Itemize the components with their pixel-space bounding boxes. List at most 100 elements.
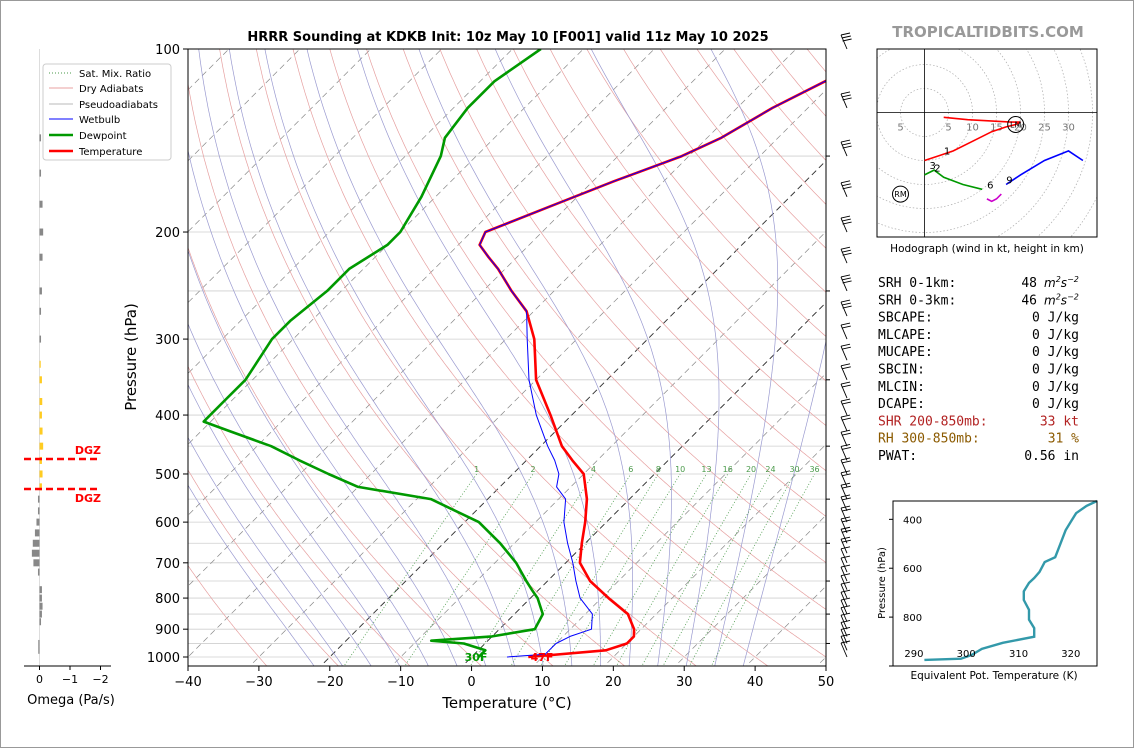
mixing-ratio-label: 1 bbox=[474, 465, 479, 474]
omega-bar bbox=[38, 569, 40, 576]
barb-flag bbox=[843, 306, 852, 308]
hodo-ring-label: 5 bbox=[945, 123, 951, 134]
barb-flag bbox=[842, 36, 851, 38]
param-value: 0 J/kg bbox=[1032, 345, 1079, 360]
barb-flag bbox=[841, 458, 850, 460]
param-value: 48 bbox=[1021, 276, 1037, 291]
barb-flag bbox=[842, 184, 851, 186]
ytick-label: 100 bbox=[155, 43, 180, 58]
param-value: 0 J/kg bbox=[1032, 328, 1079, 343]
ytick-label: 500 bbox=[155, 468, 180, 483]
barb-flag bbox=[841, 620, 850, 622]
isotherm-zero bbox=[459, 49, 1080, 670]
theta-e-frame bbox=[893, 501, 1097, 666]
legend-label-dry: Dry Adiabats bbox=[79, 84, 143, 95]
omega-bar bbox=[38, 496, 40, 503]
omega-bar bbox=[40, 376, 42, 383]
dry-adiabat bbox=[183, 49, 558, 670]
param-label: SBCIN: bbox=[878, 363, 925, 378]
omega-bar bbox=[40, 470, 43, 477]
omega-bar bbox=[35, 529, 40, 536]
barb-flag bbox=[843, 281, 852, 283]
profile-wetbulb bbox=[480, 49, 881, 657]
barb-flag bbox=[841, 556, 850, 558]
omega-bar bbox=[40, 611, 42, 618]
profile-dewpoint bbox=[204, 49, 543, 657]
barb-flag bbox=[841, 92, 850, 94]
omega-bar bbox=[40, 428, 43, 435]
pseudoadiabat bbox=[711, 49, 778, 670]
xtick-label: −30 bbox=[245, 675, 272, 690]
param-label: PWAT: bbox=[878, 449, 917, 464]
param-label: SRH 0-1km: bbox=[878, 276, 956, 291]
omega-bar bbox=[32, 550, 40, 557]
xtick-label: −20 bbox=[316, 675, 343, 690]
omega-bar bbox=[40, 229, 44, 236]
theta-e-xlabel: Equivalent Pot. Temperature (K) bbox=[910, 670, 1077, 682]
mixing-ratio-label: 36 bbox=[809, 465, 819, 474]
chart-title: HRRR Sounding at KDKB Init: 10z May 10 [… bbox=[247, 30, 768, 45]
param-label: SHR 200-850mb: bbox=[878, 414, 988, 429]
ytick-label: 1000 bbox=[147, 651, 180, 666]
legend-label-dewpoint: Dewpoint bbox=[79, 131, 127, 142]
mixing-ratio-label: 24 bbox=[765, 465, 775, 474]
barb-flag bbox=[841, 598, 850, 600]
barb-flag bbox=[841, 606, 850, 608]
dgz-label-top: DGZ bbox=[75, 444, 101, 457]
site-brand: TROPICALTIDBITS.COM bbox=[892, 23, 1084, 41]
mixing-ratio-label: 20 bbox=[746, 465, 756, 474]
omega-xtick-label: 0 bbox=[36, 673, 43, 686]
mixing-ratio-line bbox=[538, 474, 658, 670]
mixing-ratio-label: 8 bbox=[656, 465, 661, 474]
param-value: 0 J/kg bbox=[1032, 363, 1079, 378]
legend-label-pseudo: Pseudoadiabats bbox=[79, 100, 158, 111]
legend-label-mixratio: Sat. Mix. Ratio bbox=[79, 69, 151, 80]
param-label: SRH 0-3km: bbox=[878, 293, 956, 308]
barb-flag bbox=[842, 219, 851, 221]
mixing-ratio-label: 16 bbox=[723, 465, 733, 474]
barb-flag bbox=[841, 613, 850, 615]
omega-bar bbox=[40, 287, 42, 294]
barb-flag bbox=[843, 98, 852, 100]
barb-flag bbox=[843, 39, 852, 41]
barb-flag bbox=[841, 547, 850, 549]
barb-flag bbox=[842, 385, 851, 387]
xtick-label: 40 bbox=[747, 675, 764, 690]
mixing-ratio-label: 6 bbox=[628, 465, 633, 474]
param-label: MUCAPE: bbox=[878, 345, 933, 360]
mixing-ratio-line bbox=[687, 474, 794, 670]
barb-flag bbox=[842, 95, 851, 97]
pseudoadiabat bbox=[591, 49, 719, 670]
xtick-label: 50 bbox=[818, 675, 835, 690]
omega-xlabel: Omega (Pa/s) bbox=[27, 693, 115, 708]
param-value: 33 kt bbox=[1040, 414, 1079, 429]
ytick-label: 800 bbox=[155, 592, 180, 607]
param-label: MLCAPE: bbox=[878, 328, 933, 343]
barb-flag bbox=[842, 347, 851, 349]
hodo-ring-label: 30 bbox=[1062, 123, 1075, 134]
param-label: SBCAPE: bbox=[878, 311, 933, 326]
xtick-label: 0 bbox=[467, 675, 475, 690]
param-value: 0 J/kg bbox=[1032, 380, 1079, 395]
skewt-frame bbox=[188, 49, 826, 666]
theta-e-ytick-label: 800 bbox=[903, 613, 922, 624]
omega-bar bbox=[33, 540, 40, 547]
barb-flag bbox=[843, 253, 852, 255]
barb-flag bbox=[841, 399, 850, 401]
hodo-segment bbox=[925, 170, 983, 189]
omega-xtick-label: −2 bbox=[92, 673, 108, 686]
hodo-ring-label: 25 bbox=[1038, 123, 1051, 134]
theta-e-xtick-label: 290 bbox=[904, 649, 923, 660]
barb-flag bbox=[842, 143, 851, 145]
omega-bar bbox=[40, 170, 42, 177]
pseudoadiabat bbox=[229, 49, 515, 670]
hodo-lm-label: LM bbox=[1010, 121, 1021, 130]
ytick-label: 700 bbox=[155, 557, 180, 572]
ytick-label: 900 bbox=[155, 623, 180, 638]
legend-label-wetbulb: Wetbulb bbox=[79, 115, 120, 126]
xtick-label: 20 bbox=[605, 675, 622, 690]
